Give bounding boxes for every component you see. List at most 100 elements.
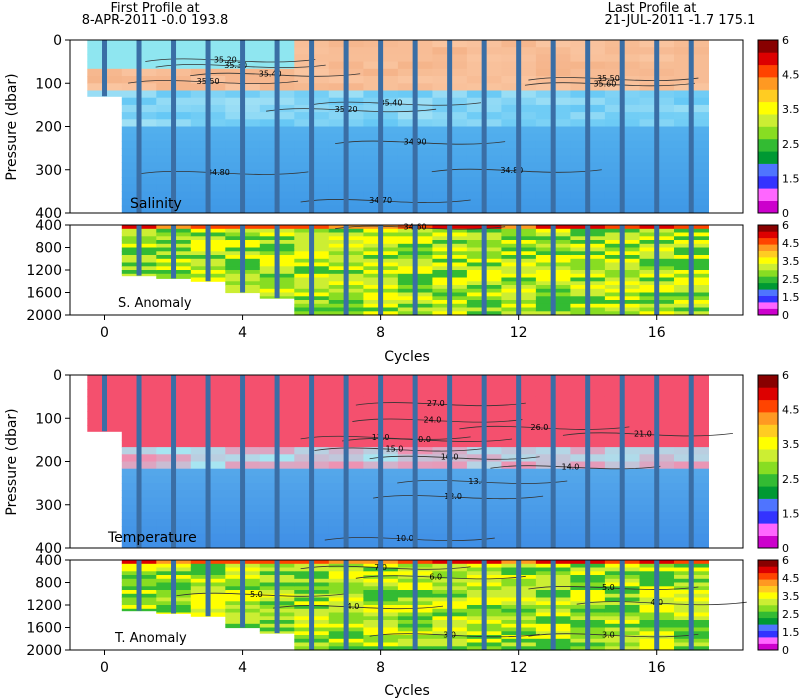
sample-dot: [447, 427, 452, 432]
sample-dot: [551, 405, 556, 410]
sample-dot: [171, 563, 176, 568]
sample-dot: [413, 619, 418, 624]
sample-dot: [309, 405, 314, 410]
sample-dot: [344, 631, 349, 636]
colorbar-swatch: [758, 237, 778, 245]
sample-dot: [240, 135, 245, 140]
sample-dot: [240, 228, 245, 233]
sample-dot: [447, 405, 452, 410]
sample-dot: [482, 234, 487, 239]
sample-dot: [447, 59, 452, 64]
sample-dot: [206, 569, 211, 574]
sample-dot: [240, 383, 245, 388]
sample-dot: [585, 178, 590, 183]
sample-dot: [206, 416, 211, 421]
sample-dot: [516, 189, 521, 194]
sample-dot: [171, 524, 176, 529]
sample-dot: [620, 301, 625, 306]
colorbar-frame: [757, 224, 779, 316]
sample-dot: [689, 251, 694, 256]
sample-dot: [206, 394, 211, 399]
sample-dot: [137, 427, 142, 432]
sample-dot: [275, 513, 280, 518]
sample-dot: [137, 405, 142, 410]
sample-dot: [689, 279, 694, 284]
sample-dot: [620, 625, 625, 630]
sample-dot: [344, 301, 349, 306]
sample-dot: [689, 81, 694, 86]
sample-dot: [482, 268, 487, 272]
contour-line: [355, 575, 526, 580]
contour-line: [373, 495, 544, 500]
sample-dot: [689, 481, 694, 486]
sample-dot: [482, 524, 487, 529]
sample-dot: [482, 614, 487, 619]
sample-dot: [447, 569, 452, 574]
sample-dot: [137, 124, 142, 129]
sample-dot: [482, 569, 487, 574]
sample-dot: [275, 59, 280, 64]
sample-dot: [240, 262, 245, 267]
sample-dot: [275, 284, 280, 289]
sample-dot: [309, 416, 314, 421]
sample-dot: [447, 81, 452, 86]
sample-dot: [620, 416, 625, 421]
sample-dot: [585, 574, 590, 579]
sample-dot: [206, 156, 211, 161]
sample-dot: [516, 586, 521, 591]
sample-dot: [137, 448, 142, 453]
sample-dot: [413, 535, 418, 540]
sample-dot: [620, 234, 625, 239]
sample-dot: [482, 513, 487, 518]
sample-dot: [516, 290, 521, 295]
sample-dot: [206, 178, 211, 183]
temperature-label: Temperature: [107, 530, 197, 546]
contour-label: 35.30: [224, 61, 247, 70]
colorbar-swatch: [758, 163, 778, 177]
sample-dot: [344, 597, 349, 602]
sample-dot: [171, 135, 176, 140]
sample-dot: [447, 251, 452, 256]
last-profile-label: Last Profile at: [608, 1, 697, 16]
sample-dot: [654, 569, 659, 574]
sample-dot: [654, 470, 659, 475]
x-tick-label: 8: [376, 325, 385, 341]
sample-dot: [102, 48, 107, 53]
sample-dot: [482, 642, 487, 647]
sample-dot: [447, 580, 452, 585]
sample-dot: [516, 284, 521, 289]
colorbar-swatch: [758, 579, 778, 586]
sample-dot: [309, 268, 314, 272]
sample-dot: [309, 591, 314, 596]
sample-dot: [585, 70, 590, 75]
sample-dot: [585, 124, 590, 129]
sample-dot: [654, 481, 659, 486]
colorbar-tick-label: 1.5: [782, 172, 800, 185]
sample-dot: [240, 535, 245, 540]
sample-dot: [240, 251, 245, 256]
sample-dot: [413, 470, 418, 475]
sample-dot: [137, 239, 142, 244]
sample-dot: [206, 580, 211, 585]
sample-dot: [482, 394, 487, 399]
colorbar-tick-label: 6: [782, 369, 789, 382]
sample-dot: [378, 70, 383, 75]
sample-dot: [551, 301, 556, 306]
colorbar-swatch: [758, 138, 778, 152]
sample-dot: [585, 394, 590, 399]
sample-dot: [620, 394, 625, 399]
sample-dot: [206, 59, 211, 64]
sample-dot: [206, 239, 211, 244]
sample-dot: [585, 524, 590, 529]
sample-dot: [689, 437, 694, 442]
sample-dot: [516, 625, 521, 630]
sample-dot: [482, 491, 487, 496]
sample-dot: [654, 307, 659, 312]
sample-dot: [275, 586, 280, 591]
sample-dot: [551, 251, 556, 256]
sample-dot: [137, 200, 142, 205]
sample-dot: [689, 92, 694, 97]
sample-dot: [447, 470, 452, 475]
sample-dot: [551, 535, 556, 540]
sample-dot: [689, 70, 694, 75]
